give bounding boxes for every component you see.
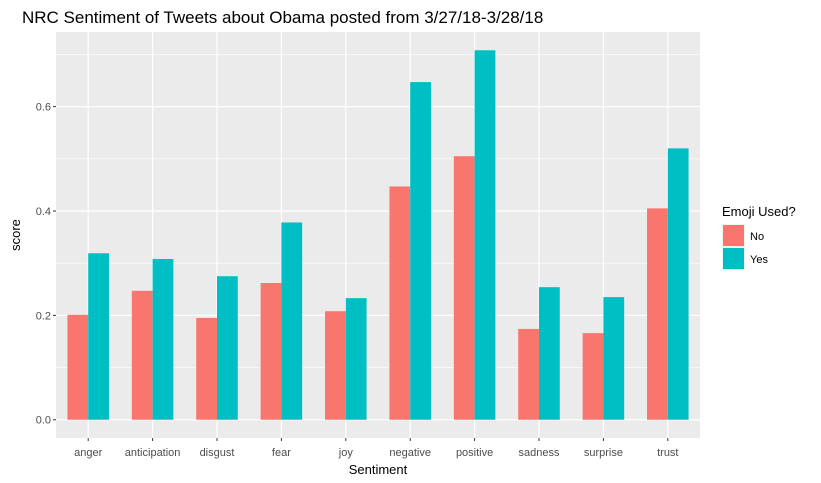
bar-no-sadness [518, 328, 539, 420]
x-tick-label-disgust: disgust [200, 447, 235, 459]
legend: Emoji Used? No Yes [722, 204, 796, 270]
bar-yes-negative [410, 82, 431, 420]
bar-yes-joy [345, 298, 367, 420]
bar-yes-disgust [217, 276, 238, 420]
bar-yes-surprise [603, 297, 625, 420]
bar-no-fear [260, 283, 282, 420]
y-tick-label: 0.6 [36, 102, 51, 114]
bar-no-joy [325, 311, 346, 420]
x-tick-label-joy: joy [338, 447, 354, 459]
legend-swatch-no [723, 225, 744, 246]
x-tick-label-fear: fear [272, 447, 291, 459]
x-axis-title: Sentiment [349, 462, 408, 477]
legend-label-no: No [750, 231, 764, 243]
chart-title: NRC Sentiment of Tweets about Obama post… [22, 8, 543, 27]
x-tick-label-anger: anger [74, 447, 102, 459]
legend-label-yes: Yes [750, 254, 768, 266]
x-axis-ticks: anger anticipation disgust fear joy negative p… [74, 438, 679, 459]
x-tick-label-negative: negative [389, 447, 431, 459]
y-tick-label: 0.0 [36, 415, 51, 427]
bar-no-surprise [582, 333, 604, 420]
x-tick-label-trust: trust [657, 447, 678, 459]
y-axis-ticks: 0.0 0.2 0.4 0.6 [36, 102, 56, 427]
bar-yes-anger [88, 253, 109, 420]
y-tick-label: 0.2 [36, 310, 51, 322]
bars [67, 50, 689, 420]
legend-items: No Yes [722, 224, 768, 270]
x-tick-label-sadness: sadness [519, 447, 560, 459]
legend-swatch-yes [723, 248, 744, 269]
legend-title: Emoji Used? [722, 204, 796, 219]
bar-yes-positive [474, 50, 496, 420]
bar-no-disgust [196, 317, 217, 420]
x-tick-label-positive: positive [456, 447, 493, 459]
x-tick-label-surprise: surprise [584, 447, 623, 459]
x-tick-label-anticipation: anticipation [125, 447, 181, 459]
bar-no-anticipation [131, 290, 153, 420]
bar-yes-trust [667, 148, 689, 420]
bar-no-trust [647, 208, 668, 420]
bar-yes-fear [281, 222, 303, 420]
y-axis-title: score [8, 219, 23, 251]
bar-no-negative [389, 186, 411, 420]
bar-no-positive [453, 156, 475, 420]
bar-yes-sadness [539, 287, 560, 420]
y-tick-label: 0.4 [36, 206, 51, 218]
bar-no-anger [67, 314, 89, 420]
bar-yes-anticipation [152, 259, 174, 420]
